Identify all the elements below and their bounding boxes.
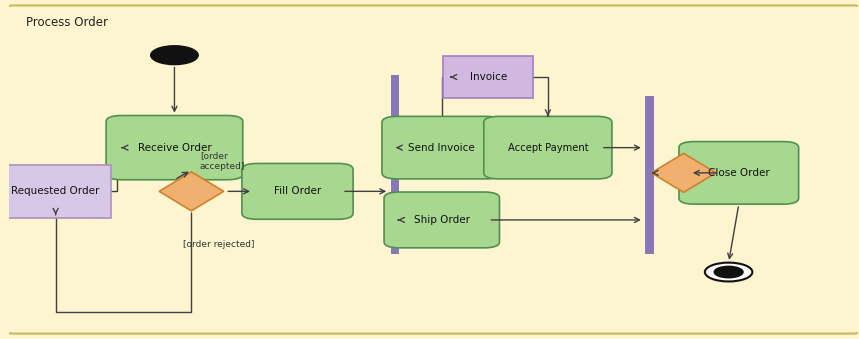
Text: [order
accepted]: [order accepted]	[200, 151, 246, 171]
Polygon shape	[651, 153, 716, 192]
FancyBboxPatch shape	[391, 75, 399, 254]
FancyBboxPatch shape	[484, 116, 612, 179]
Text: Receive Order: Receive Order	[137, 143, 211, 153]
FancyBboxPatch shape	[0, 165, 111, 218]
FancyBboxPatch shape	[679, 142, 799, 204]
Circle shape	[705, 263, 752, 281]
FancyBboxPatch shape	[242, 163, 353, 219]
Text: Send Invoice: Send Invoice	[408, 143, 475, 153]
Text: Requested Order: Requested Order	[11, 186, 100, 196]
Text: Ship Order: Ship Order	[414, 215, 470, 225]
Text: Process Order: Process Order	[26, 16, 108, 28]
FancyBboxPatch shape	[645, 96, 654, 254]
Text: Close Order: Close Order	[708, 168, 770, 178]
Text: Fill Order: Fill Order	[274, 186, 321, 196]
Circle shape	[150, 46, 198, 65]
Text: [order rejected]: [order rejected]	[183, 240, 254, 249]
FancyBboxPatch shape	[6, 5, 859, 334]
FancyBboxPatch shape	[107, 116, 243, 180]
Text: Accept Payment: Accept Payment	[508, 143, 588, 153]
FancyBboxPatch shape	[443, 56, 533, 98]
Text: Invoice: Invoice	[470, 72, 507, 82]
Circle shape	[714, 266, 743, 278]
FancyBboxPatch shape	[382, 116, 502, 179]
FancyBboxPatch shape	[384, 192, 499, 248]
Polygon shape	[159, 172, 223, 211]
